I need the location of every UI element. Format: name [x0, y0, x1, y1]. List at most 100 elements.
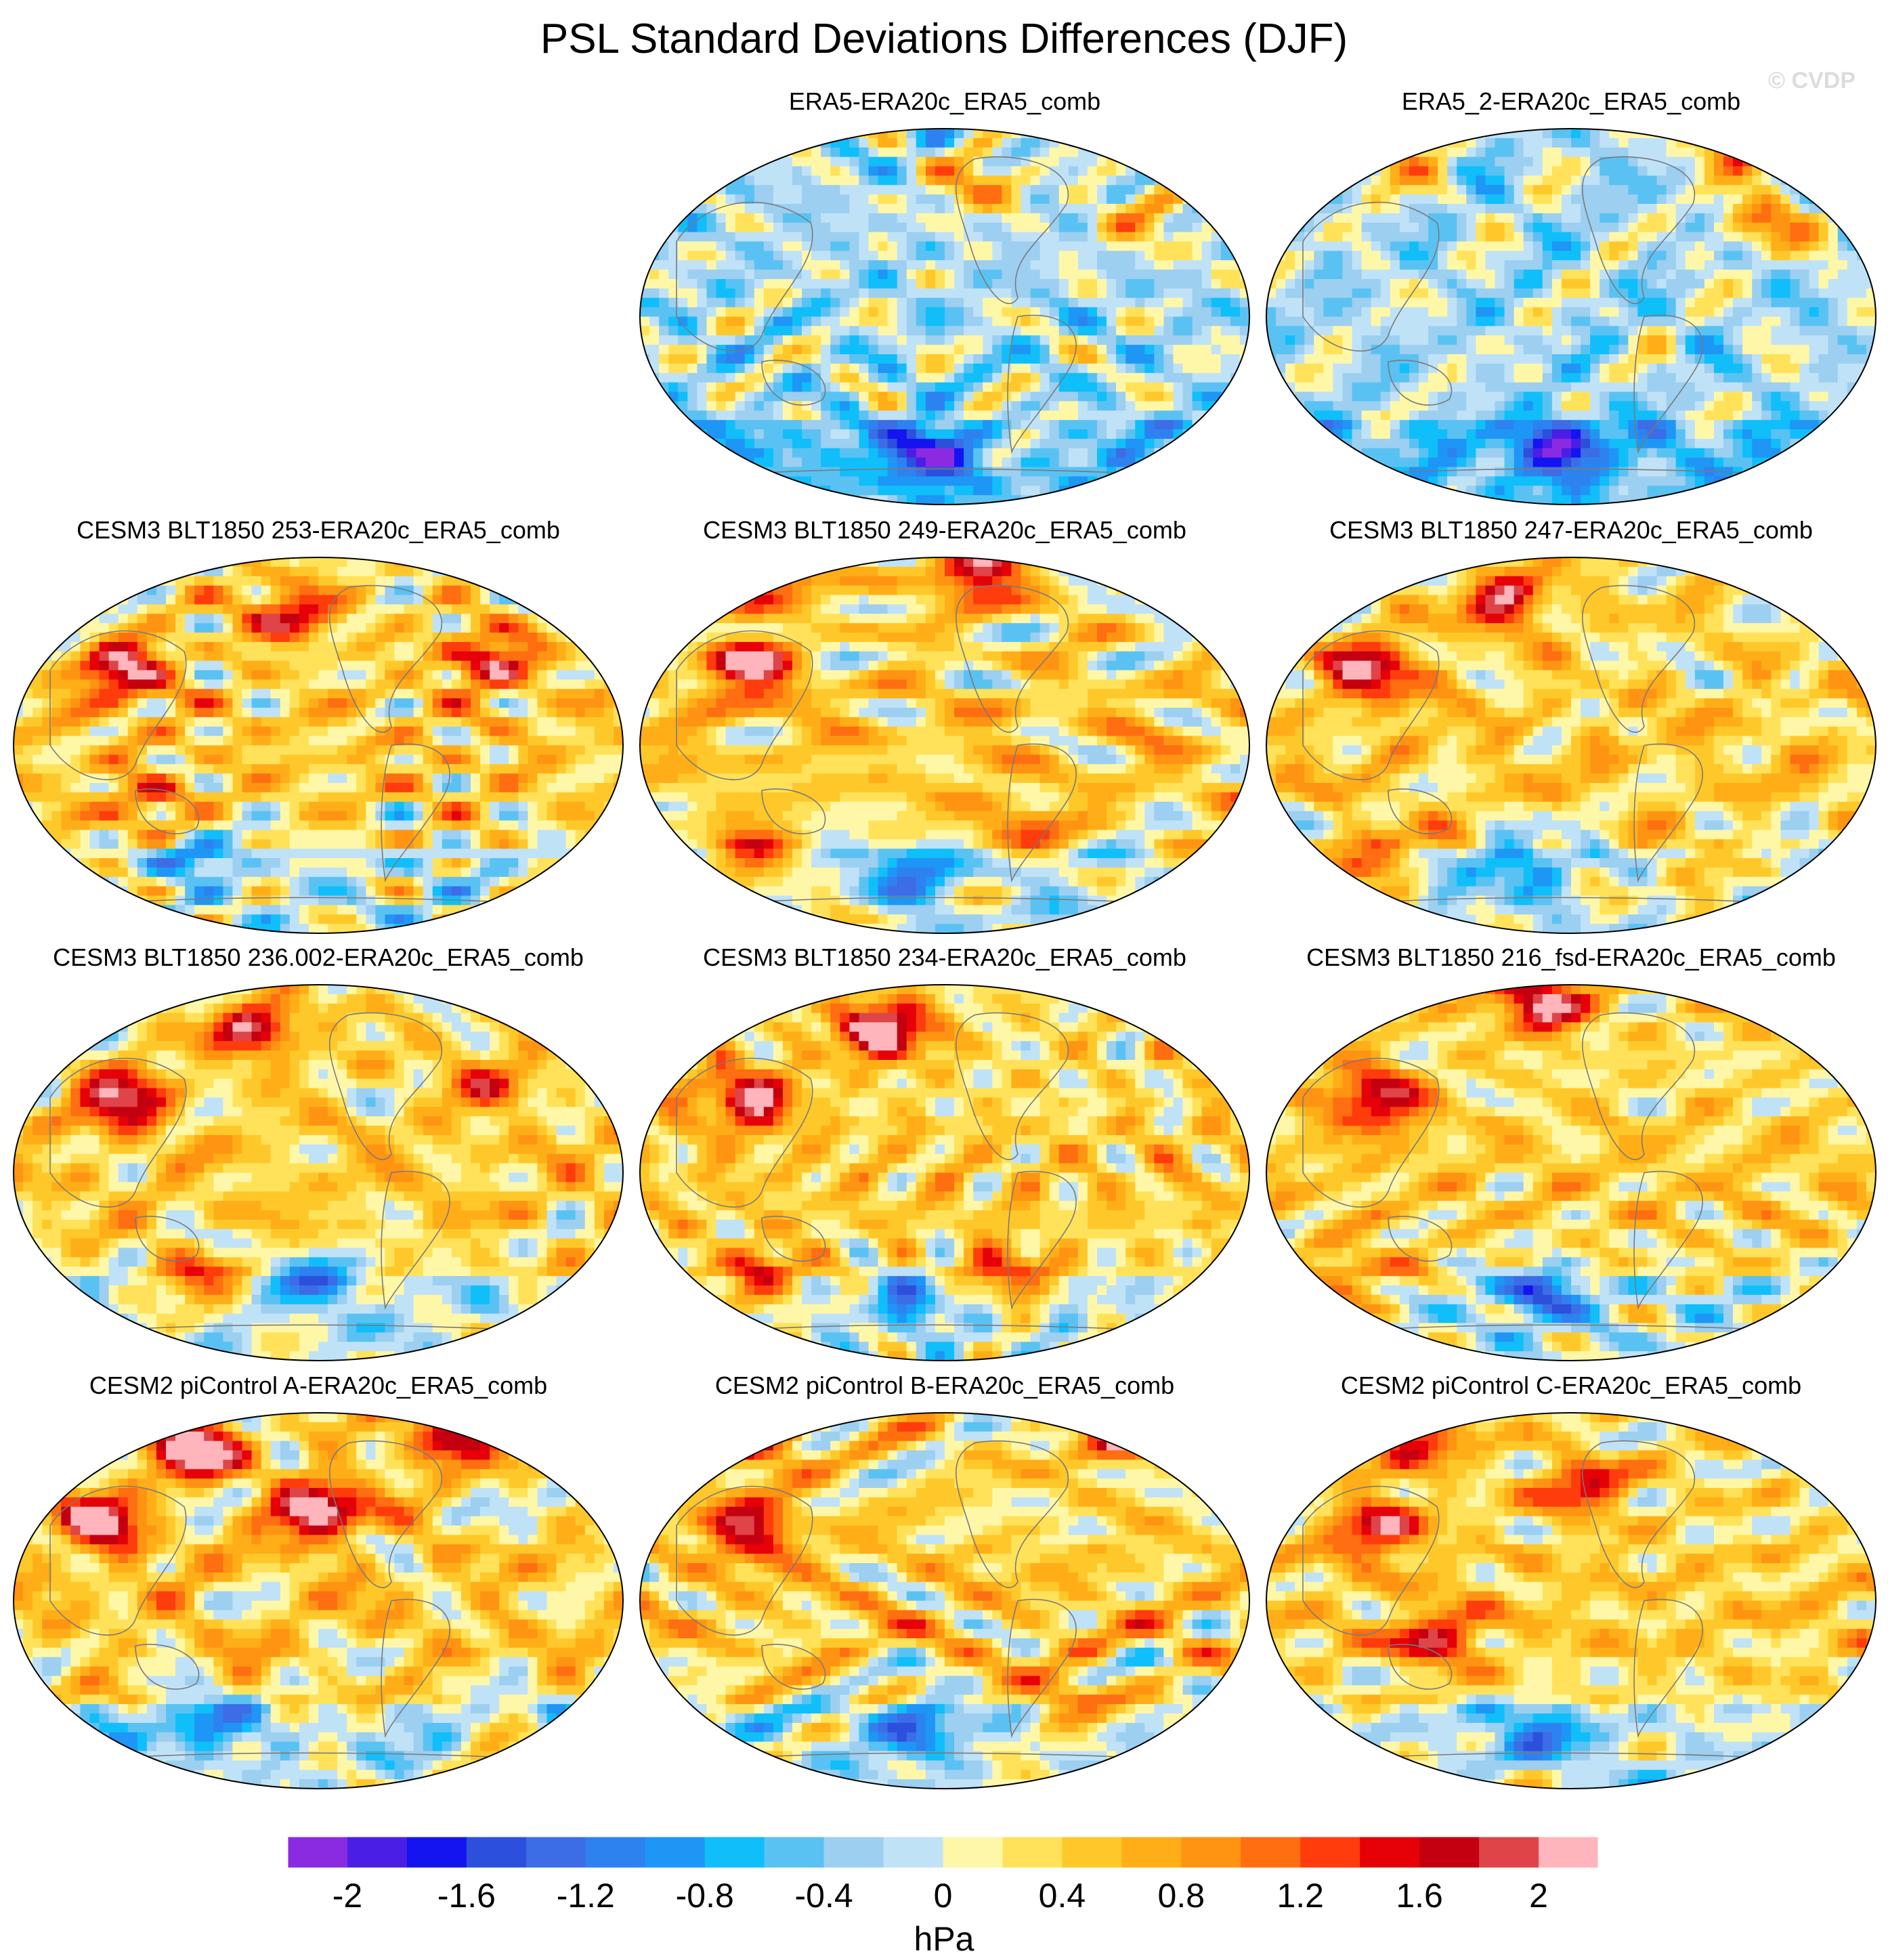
field-cell [451, 585, 462, 596]
field-cell [1485, 335, 1496, 345]
field-cell [992, 448, 1003, 459]
field-cell [954, 270, 964, 280]
field-cell [849, 194, 860, 205]
field-cell [442, 585, 452, 596]
field-cell [668, 288, 679, 299]
field-cell [868, 166, 879, 177]
field-cell [1704, 429, 1715, 440]
field-cell [1514, 232, 1524, 242]
field-cell [906, 354, 917, 364]
field-cell [897, 345, 907, 355]
field-cell [1733, 288, 1743, 299]
field-cell [1192, 316, 1203, 327]
field-cell [1352, 251, 1363, 261]
field-cell [166, 595, 176, 605]
field-cell [973, 429, 984, 440]
field-cell [175, 566, 186, 577]
field-cell [668, 410, 679, 421]
field-cell [70, 670, 81, 681]
field-cell [1713, 260, 1724, 270]
field-cell [1304, 260, 1315, 270]
field-cell [509, 641, 519, 652]
field-cell [830, 372, 841, 383]
field-cell [1211, 345, 1222, 355]
field-cell [811, 391, 821, 402]
field-cell [1002, 204, 1012, 214]
field-cell [992, 363, 1003, 374]
field-cell [1409, 372, 1419, 383]
field-cell [1144, 185, 1155, 195]
field-cell [954, 354, 964, 364]
field-cell [1504, 335, 1515, 345]
field-cell [1323, 363, 1334, 374]
field-cell [725, 241, 736, 252]
field-cell [1125, 382, 1136, 393]
field-cell [1790, 232, 1801, 242]
field-cell [678, 326, 689, 337]
field-cell [830, 382, 841, 393]
coastline [731, 468, 1159, 475]
field-cell [1428, 410, 1438, 421]
field-cell [1163, 307, 1174, 318]
field-cell [773, 354, 784, 364]
field-cell [1647, 476, 1658, 487]
field-cell [1419, 156, 1429, 167]
field-cell [1116, 410, 1126, 421]
field-cell [1107, 204, 1117, 214]
field-cell [1790, 335, 1801, 345]
field-cell [1523, 410, 1534, 421]
field-cell [840, 297, 851, 308]
field-cell [1609, 137, 1620, 148]
field-cell [1532, 316, 1543, 327]
field-cell [821, 420, 832, 430]
field-cell [792, 270, 802, 280]
field-cell [1058, 307, 1069, 318]
field-cell [1116, 429, 1126, 440]
field-cell [811, 316, 821, 327]
field-cell [1809, 222, 1820, 233]
field-cell [1694, 270, 1705, 280]
field-cell [992, 382, 1003, 393]
field-cell [1780, 429, 1791, 440]
field-cell [1163, 335, 1174, 345]
field-cell [1837, 279, 1848, 289]
field-cell [687, 232, 698, 242]
field-cell [1561, 467, 1572, 477]
field-cell [1144, 307, 1155, 318]
field-cell [261, 641, 272, 652]
field-cell [1581, 251, 1591, 261]
field-cell [763, 297, 774, 308]
field-cell [887, 467, 898, 477]
field-cell [1628, 241, 1639, 252]
field-cell [716, 241, 727, 252]
field-cell [1361, 316, 1372, 327]
field-cell [887, 495, 898, 505]
field-cell [792, 166, 802, 177]
field-cell [1628, 194, 1639, 205]
field-cell [1011, 185, 1022, 195]
field-cell [1752, 372, 1763, 383]
field-cell [1342, 260, 1353, 270]
field-cell [1399, 166, 1410, 177]
field-cell [678, 288, 689, 299]
field-cell [1409, 382, 1419, 393]
field-cell [1542, 354, 1553, 364]
field-cell [375, 641, 386, 652]
field-cell [763, 241, 774, 252]
field-cell [1116, 345, 1126, 355]
field-cell [1314, 316, 1325, 327]
field-cell [1116, 270, 1126, 280]
field-cell [1514, 326, 1524, 337]
field-cell [1466, 448, 1477, 459]
field-cell [356, 660, 367, 671]
field-cell [1504, 486, 1515, 496]
field-cell [1532, 137, 1543, 148]
field-cell [1504, 147, 1515, 158]
field-cell [1135, 175, 1146, 186]
field-cell [1380, 345, 1391, 355]
field-cell [906, 279, 917, 289]
field-cell [1314, 297, 1325, 308]
field-cell [1790, 429, 1801, 440]
field-cell [1561, 194, 1572, 205]
field-cell [1637, 335, 1648, 345]
